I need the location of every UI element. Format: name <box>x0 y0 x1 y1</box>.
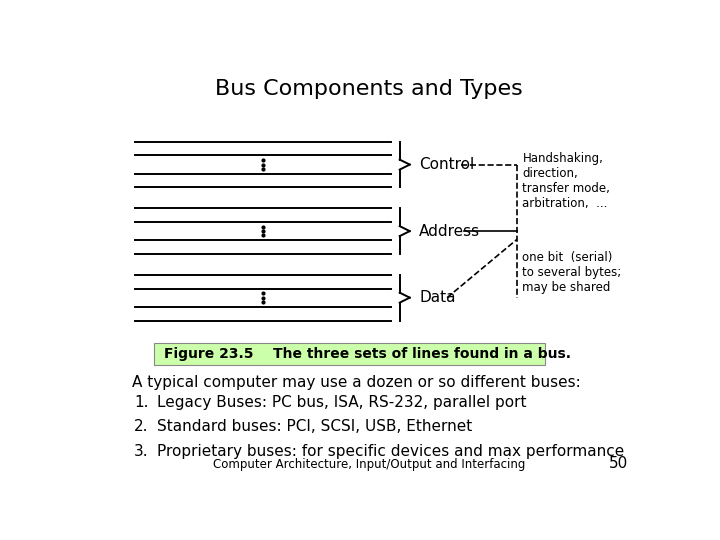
FancyBboxPatch shape <box>154 343 545 364</box>
Text: Standard buses: PCI, SCSI, USB, Ethernet: Standard buses: PCI, SCSI, USB, Ethernet <box>157 420 472 435</box>
Text: Legacy Buses: PC bus, ISA, RS-232, parallel port: Legacy Buses: PC bus, ISA, RS-232, paral… <box>157 395 526 410</box>
Text: one bit  (serial)
to several bytes;
may be shared: one bit (serial) to several bytes; may b… <box>523 251 621 294</box>
Text: Bus Components and Types: Bus Components and Types <box>215 79 523 99</box>
Text: Handshaking,
direction,
transfer mode,
arbitration,  ...: Handshaking, direction, transfer mode, a… <box>523 152 611 210</box>
Text: Proprietary buses: for specific devices and max performance: Proprietary buses: for specific devices … <box>157 443 624 458</box>
Text: 2.: 2. <box>134 420 148 435</box>
Text: Address: Address <box>419 224 480 239</box>
Text: 3.: 3. <box>134 443 148 458</box>
Text: Computer Architecture, Input/Output and Interfacing: Computer Architecture, Input/Output and … <box>213 458 525 471</box>
Text: Figure 23.5    The three sets of lines found in a bus.: Figure 23.5 The three sets of lines foun… <box>164 347 571 361</box>
Text: Data: Data <box>419 290 456 305</box>
Text: Control: Control <box>419 157 474 172</box>
Text: A typical computer may use a dozen or so different buses:: A typical computer may use a dozen or so… <box>132 375 580 389</box>
Text: 50: 50 <box>609 456 629 471</box>
Text: 1.: 1. <box>134 395 148 410</box>
